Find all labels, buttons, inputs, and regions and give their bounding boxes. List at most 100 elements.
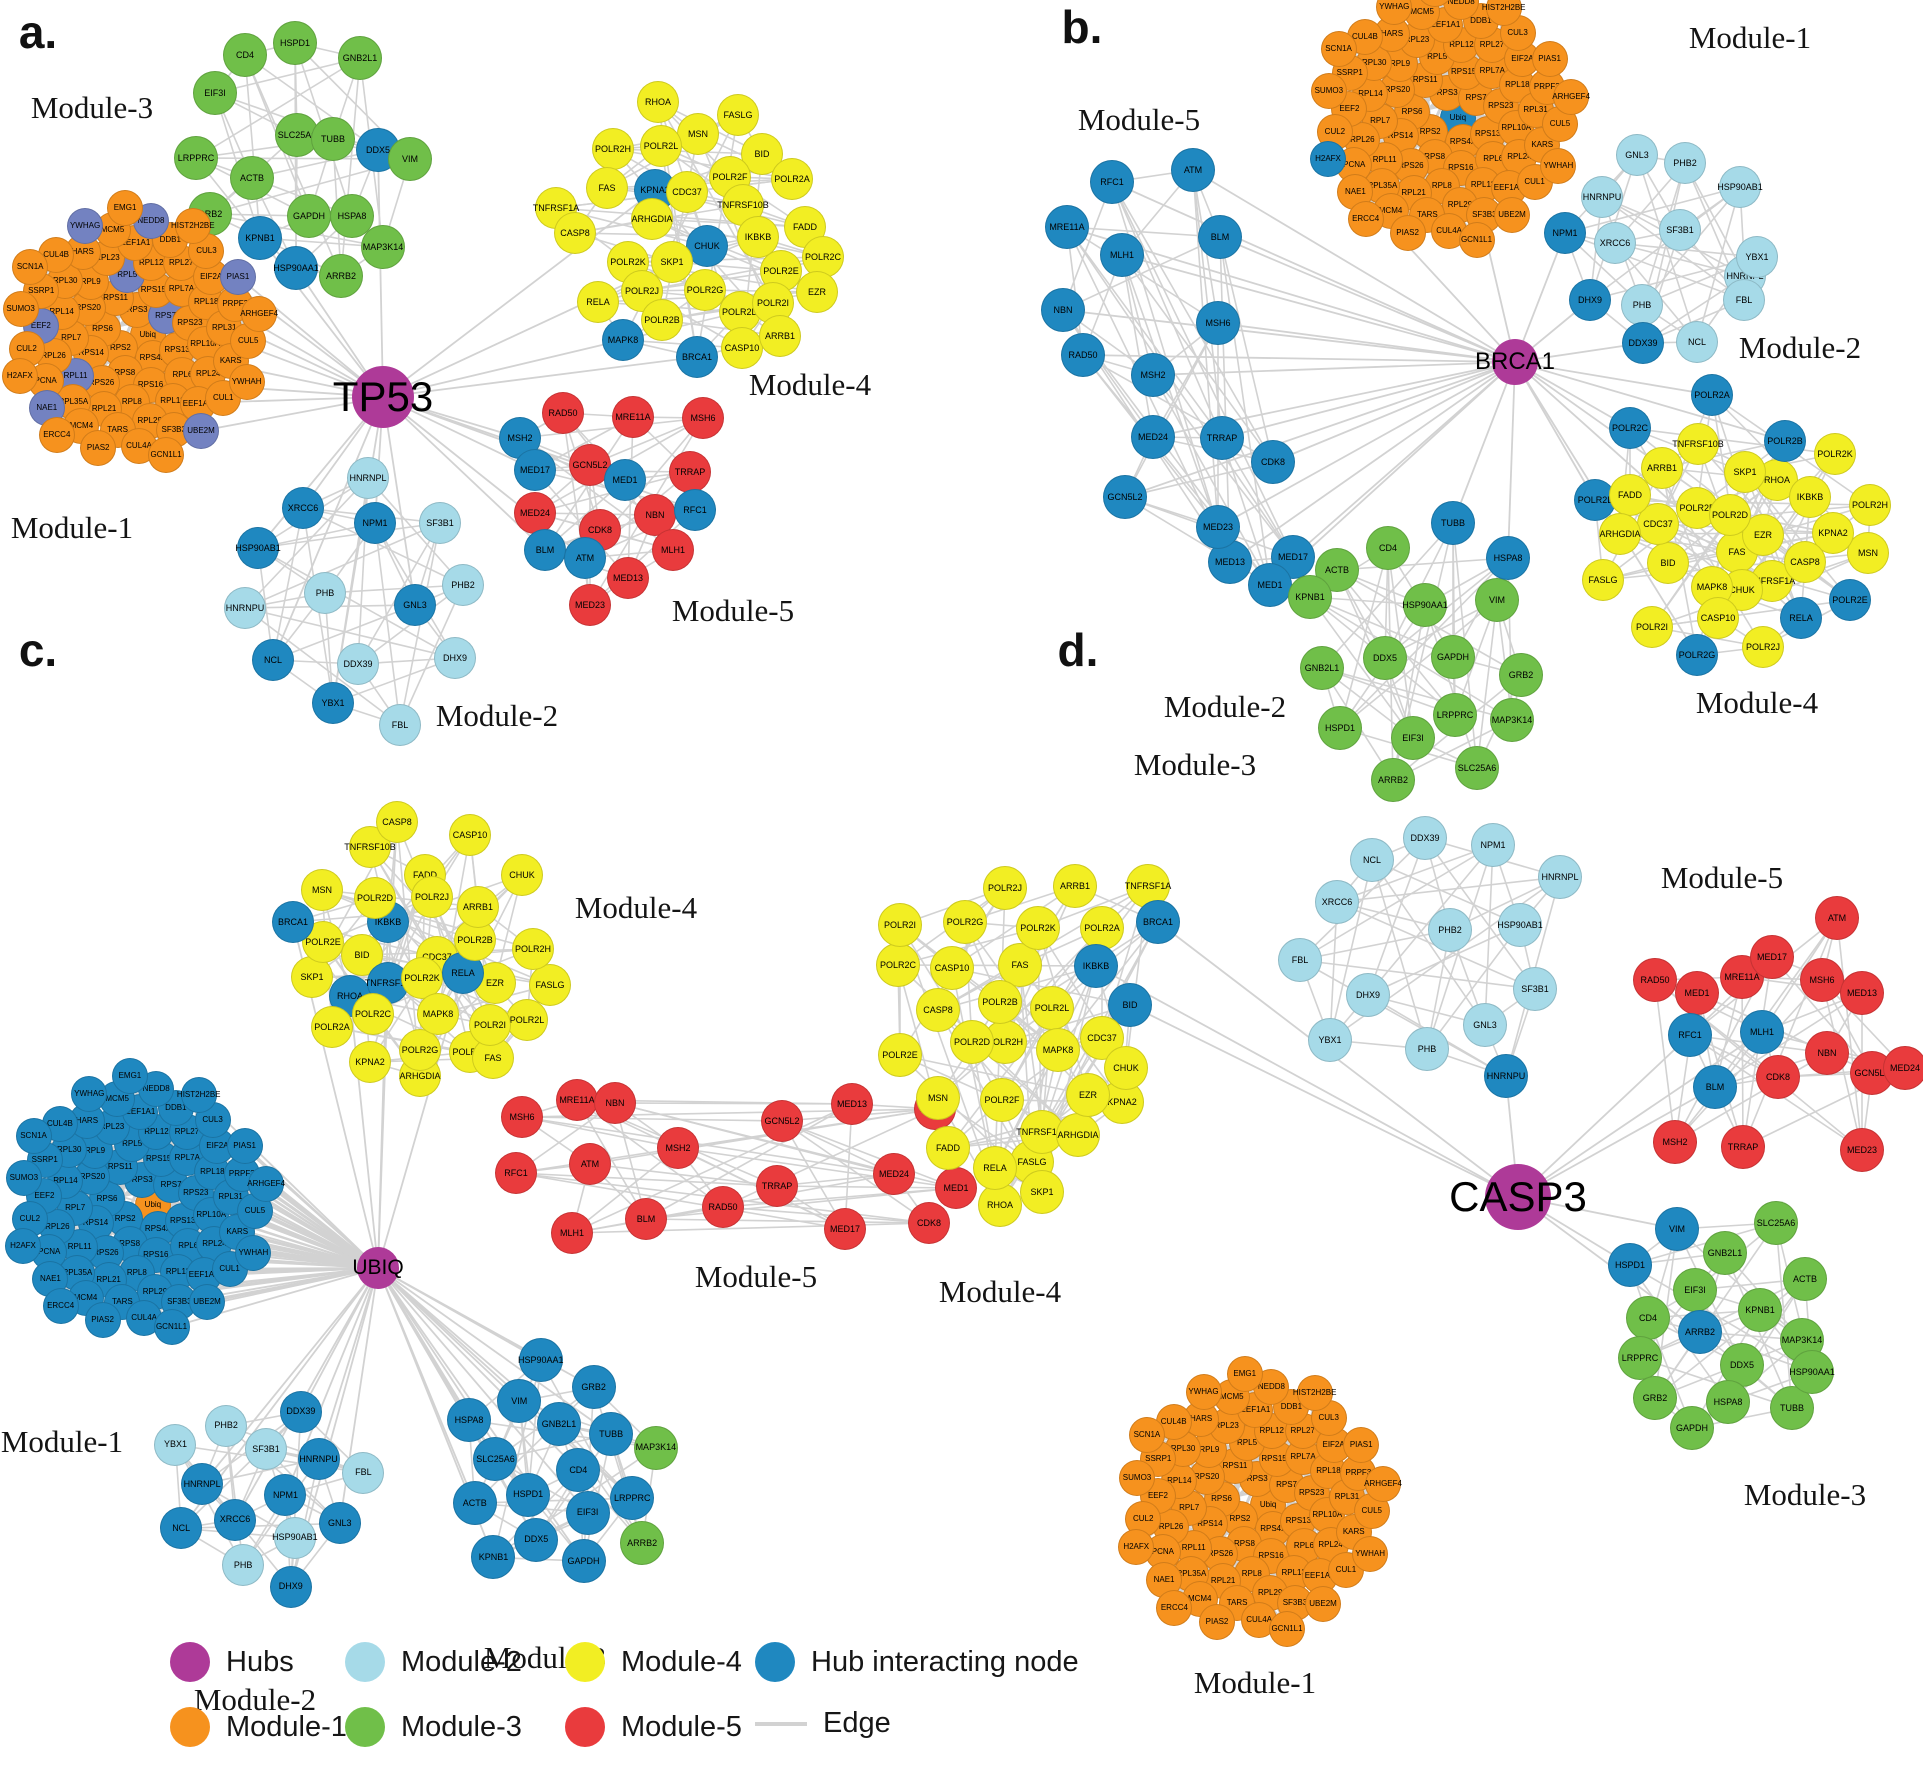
node-label: RPL21	[1210, 1576, 1236, 1586]
edge	[515, 1172, 846, 1230]
edge	[300, 1267, 379, 1413]
edge	[1152, 361, 1516, 376]
node-HSP90AA1: HSP90AA1	[518, 1338, 564, 1383]
node-PIAS2: PIAS2	[1199, 1604, 1236, 1641]
node-label: ARHGDIA	[399, 1070, 441, 1081]
node-label: MAP3K14	[1781, 1334, 1823, 1345]
edge	[1742, 917, 1838, 1148]
node-label: ERCC4	[43, 429, 71, 439]
node-ARRB2: ARRB2	[1371, 758, 1415, 802]
node-label: ARHGEF4	[240, 309, 279, 319]
node-label: MSN	[312, 884, 332, 895]
node-label: POLR2B	[1767, 435, 1803, 446]
node-label: MSH2	[507, 432, 533, 443]
node-label: RPS14	[78, 348, 104, 358]
node-label: RPL26	[1350, 134, 1375, 144]
edge	[1484, 844, 1494, 1026]
node-POLR2G: POLR2G	[943, 900, 987, 944]
edge	[1217, 361, 1516, 528]
node-label: MED17	[829, 1223, 860, 1234]
node-XRCC6: XRCC6	[214, 1498, 257, 1541]
node-label: POLR2K	[404, 972, 440, 983]
node-label: EIF2A	[1511, 54, 1534, 64]
node-label: KARS	[226, 1226, 249, 1236]
node-POLR2H: POLR2H	[1849, 484, 1891, 526]
node-label: Ubiq	[1449, 113, 1467, 122]
edge	[1321, 667, 1513, 721]
node-label: LRPPRC	[1436, 709, 1474, 720]
node-MED1: MED1	[1675, 971, 1719, 1015]
node-SLC25A6: SLC25A6	[473, 1437, 518, 1482]
node-MED17: MED17	[824, 1208, 866, 1250]
node-MED17: MED17	[1750, 935, 1794, 979]
edge	[474, 1497, 633, 1504]
node-SCN1A: SCN1A	[15, 1117, 52, 1154]
node-HIST2H2BE: HIST2H2BE	[1293, 1374, 1336, 1411]
node-label: SF3B1	[1521, 983, 1549, 994]
edge	[225, 1425, 364, 1474]
node-label: ERCC4	[1352, 214, 1380, 224]
edge	[1476, 599, 1498, 769]
node-label: KPNB1	[1295, 591, 1325, 602]
edge	[1836, 917, 1863, 1151]
node-label: KPNB1	[478, 1551, 509, 1562]
node-SF3B1: SF3B1	[1513, 967, 1557, 1011]
node-FBL: FBL	[342, 1451, 385, 1494]
node-HNRNPU: HNRNPU	[1484, 1054, 1528, 1098]
edge	[272, 507, 304, 661]
module-label-d-module1: Module-1	[1193, 1665, 1317, 1700]
node-NPM1: NPM1	[264, 1474, 307, 1516]
node-label: RPL21	[91, 403, 117, 413]
node-label: KPNA2	[1107, 1096, 1137, 1107]
edge	[257, 547, 456, 659]
edge	[1517, 1034, 1691, 1198]
node-label: POLR2A	[1694, 389, 1730, 400]
module-label-d-module5: Module-5	[1660, 860, 1784, 895]
node-KPNB1: KPNB1	[1288, 575, 1332, 619]
edge	[382, 356, 698, 398]
node-label: TRRAP	[761, 1180, 793, 1191]
node-label: RPS3	[126, 305, 148, 315]
edge	[302, 507, 464, 586]
node-label: SSRP1	[31, 1154, 58, 1164]
node-ERCC4: ERCC4	[38, 416, 75, 453]
node-label: MSH6	[690, 412, 716, 423]
panel-letter-d: d.	[1057, 624, 1099, 676]
edge	[1124, 361, 1516, 498]
node-label: FADD	[1617, 489, 1642, 500]
edge	[521, 1116, 679, 1149]
node-label: POLR2K	[1020, 922, 1056, 933]
node-label: GNL3	[1473, 1019, 1497, 1030]
node-label: YWHAG	[74, 1088, 105, 1098]
node-H2AFX: H2AFX	[1310, 141, 1347, 178]
edge	[201, 1267, 379, 1485]
node-label: IKBKB	[1796, 491, 1824, 502]
node-ARRB1: ARRB1	[1641, 447, 1683, 489]
node-label: GAPDH	[1675, 1422, 1708, 1433]
node-MED23: MED23	[1196, 505, 1240, 549]
node-POLR2A: POLR2A	[771, 158, 813, 200]
node-label: RPS23	[177, 317, 203, 327]
node-GNB2L1: GNB2L1	[338, 36, 382, 80]
edge	[1321, 667, 1456, 716]
node-label: POLR2D	[356, 892, 393, 903]
node-label: HNRNPU	[1486, 1070, 1526, 1081]
node-label: ARRB2	[325, 270, 356, 281]
node-label: CD4	[1638, 1312, 1657, 1323]
node-label: ARRB1	[1059, 880, 1090, 891]
node-TNFRSF10B: TNFRSF10B	[1672, 423, 1724, 465]
node-label: ATM	[1827, 912, 1847, 923]
node-label: NCL	[1687, 336, 1706, 347]
node-label: IKBKB	[374, 916, 402, 927]
node-label: KARS	[219, 356, 242, 366]
edge	[257, 396, 384, 549]
node-ATM: ATM	[564, 537, 606, 579]
node-MED1: MED1	[604, 459, 646, 501]
edge	[349, 995, 379, 1269]
node-label: TNFRSF10B	[1672, 438, 1724, 449]
node-HSPD1: HSPD1	[506, 1472, 551, 1517]
node-label: FASLG	[1017, 1156, 1047, 1167]
node-ARHGEF4: ARHGEF4	[1364, 1465, 1402, 1502]
node-label: SCN1A	[16, 261, 44, 271]
node-label: MLH1	[1749, 1026, 1774, 1037]
